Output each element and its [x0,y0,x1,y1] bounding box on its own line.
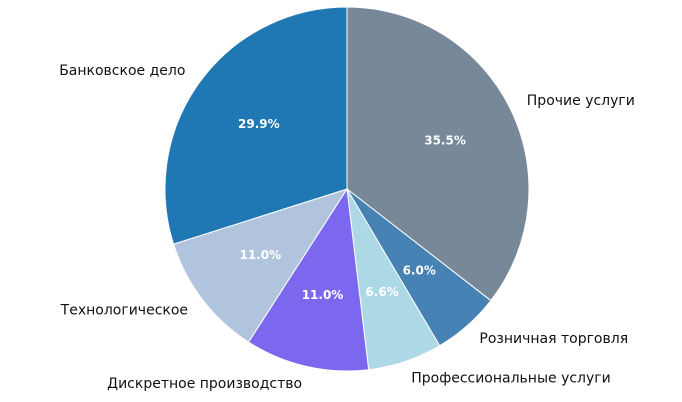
slice-category-label: Прочие услуги [527,93,635,109]
slice-percent-label: 11.0% [239,248,281,262]
slice-percent-label: 6.0% [403,263,436,277]
pie-slice [346,6,530,302]
slice-percent-label: 35.5% [424,133,466,147]
slice-percent-label: 6.6% [365,285,398,299]
pie-slice [247,187,370,372]
slice-category-label: Банковское дело [59,63,185,79]
slice-category-label: Розничная торговля [479,331,628,347]
slice-category-label: Дискретное производство [107,376,302,392]
pie-slices [164,6,530,372]
pie-slice [164,6,348,245]
slice-category-label: Технологическое [60,303,188,319]
pie-labels: 35.5% Прочие услуги 6.0% Розничная торговля… [59,63,635,392]
slice-percent-label: 11.0% [302,288,344,302]
slice-category-label: Профессиональные услуги [411,371,611,387]
slice-percent-label: 29.9% [238,117,280,131]
pie-slice [172,188,349,343]
